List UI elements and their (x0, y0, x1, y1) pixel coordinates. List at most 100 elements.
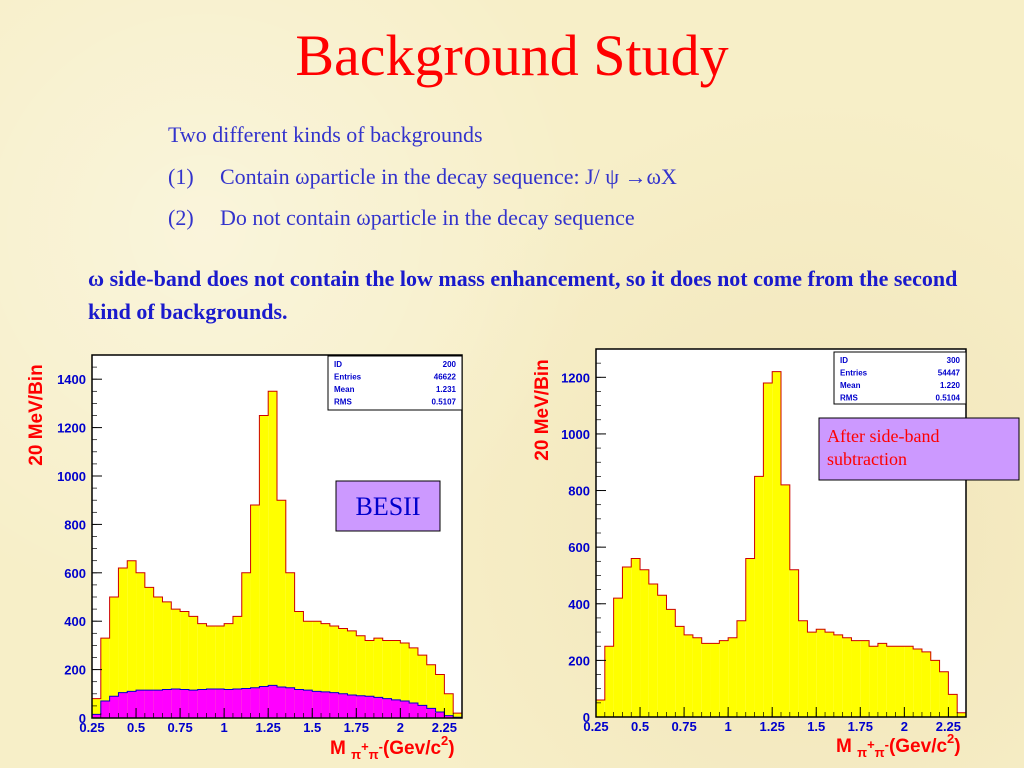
x-axis-label-part: 2 (441, 733, 448, 748)
x-axis-label: M π+π-(Gev/c2) (330, 733, 455, 762)
sideband-bar (285, 687, 295, 718)
x-axis-label-part: π (875, 745, 885, 760)
x-axis-label-part: ) (448, 738, 454, 759)
total-bar (118, 567, 128, 718)
sideband-bar (171, 688, 181, 718)
total-bar (162, 601, 172, 718)
total-bar (400, 642, 410, 718)
y-tick-label: 1000 (561, 427, 590, 442)
x-tick-label: 2.25 (936, 719, 961, 734)
y-tick-label: 1000 (57, 469, 86, 484)
y-tick-label: 200 (64, 663, 86, 678)
subtracted-bar (613, 598, 623, 717)
total-bar (444, 693, 454, 718)
stats-value: 46622 (434, 373, 457, 382)
sideband-bar (365, 696, 374, 718)
list-item-number: (1) (168, 164, 194, 189)
sideband-bar (224, 689, 233, 718)
subtracted-bar (957, 712, 966, 717)
x-tick-label: 1.75 (344, 720, 369, 735)
total-bar (391, 640, 401, 718)
total-bar (127, 560, 137, 718)
subtracted-bar (798, 620, 808, 717)
y-tick-label: 600 (64, 566, 86, 581)
total-bar (188, 616, 198, 718)
subtracted-bar (860, 640, 870, 717)
sideband-bar (127, 691, 137, 718)
x-axis-label-part: M (836, 736, 852, 757)
x-axis-label-part: ) (954, 736, 960, 757)
x-axis-label-part: - (885, 737, 889, 752)
total-bar (312, 621, 322, 718)
x-axis-label: M π+π-(Gev/c2) (836, 731, 961, 760)
subtracted-bar (869, 646, 878, 717)
sideband-bar (277, 687, 286, 718)
subtracted-bar (807, 632, 817, 717)
histogram-right: 0 200 400 600 800 1000 1200 0.25 0.5 0.75 1 1.25 1.5… (532, 348, 1020, 760)
sideband-bar (250, 687, 260, 718)
x-tick-label: 0.25 (79, 720, 104, 735)
x-tick-label: 2.25 (432, 720, 457, 735)
subtraction-label-line: subtraction (827, 449, 907, 469)
sideband-bar (241, 688, 251, 718)
sideband-bar (215, 688, 225, 718)
stats-value: 200 (443, 360, 457, 369)
subtracted-bar (684, 634, 693, 717)
total-bar (224, 623, 233, 718)
total-bar (277, 500, 286, 718)
x-tick-label: 1.5 (807, 719, 825, 734)
subtracted-bar (745, 558, 755, 717)
y-tick-label: 200 (568, 653, 590, 668)
total-bar (171, 609, 181, 718)
stats-value: 300 (947, 356, 961, 365)
total-bar (197, 623, 207, 718)
subtraction-label-box (818, 417, 1020, 481)
sideband-bar (144, 690, 154, 718)
total-bar (109, 597, 119, 718)
x-tick-label: 0.75 (167, 720, 192, 735)
sideband-bar (409, 702, 418, 718)
subtracted-bar (921, 651, 931, 717)
subtracted-bar (763, 382, 773, 717)
subtracted-bar (781, 484, 790, 717)
total-bar (303, 621, 313, 718)
subtracted-bar (728, 637, 737, 717)
sideband-bar (303, 690, 313, 718)
sideband-bar (391, 699, 401, 718)
stats-label: Entries (840, 369, 868, 378)
stats-label: Mean (334, 385, 355, 394)
x-tick-label: 2 (901, 719, 908, 734)
total-bar (347, 630, 357, 718)
stats-box (833, 351, 967, 405)
y-axis-label: 20 MeV/Bin (532, 359, 553, 460)
subtracted-bar (631, 558, 641, 717)
subtracted-bar (930, 660, 940, 717)
x-axis-label-part: π (351, 747, 361, 762)
x-axis-label-part: + (867, 737, 875, 752)
subtracted-bar (736, 620, 746, 717)
sideband-bar (373, 697, 383, 718)
y-tick-label: 800 (64, 517, 86, 532)
total-bar (329, 626, 339, 718)
sideband-bar (268, 685, 277, 718)
subtracted-bar (825, 632, 834, 717)
total-bar (144, 587, 154, 718)
x-axis-label-part: M (330, 738, 346, 759)
total-bar (356, 635, 366, 718)
sideband-bar (232, 688, 242, 718)
conclusion-note: ω side-band does not contain the low mas… (88, 266, 958, 324)
x-axis-label-part: - (379, 739, 383, 754)
y-tick-label: 1200 (561, 370, 590, 385)
total-bar (409, 647, 418, 718)
total-bar (92, 698, 101, 718)
sideband-bar (153, 690, 163, 718)
subtracted-bar (816, 629, 826, 717)
sideband-bar (417, 705, 427, 718)
total-bar (435, 674, 445, 718)
subtracted-bar (675, 626, 685, 717)
x-axis-label-part: (Gev/c (383, 738, 442, 759)
stats-value: 1.231 (436, 385, 457, 394)
sideband-bar (136, 690, 145, 718)
subtracted-bar (622, 566, 632, 717)
total-bar (294, 611, 304, 718)
